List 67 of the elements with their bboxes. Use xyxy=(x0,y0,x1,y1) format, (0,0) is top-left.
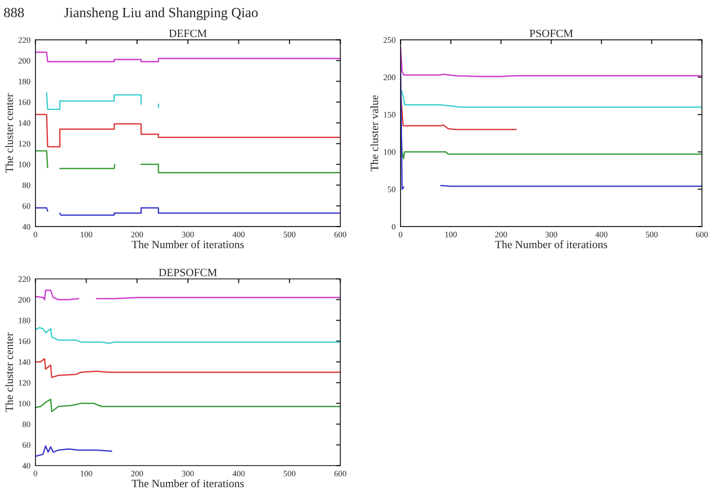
chart-title: DEFCM xyxy=(169,30,207,38)
y-tick-label: 220 xyxy=(18,276,30,282)
y-tick-label: 180 xyxy=(18,78,30,84)
y-tick-label: 180 xyxy=(18,318,30,324)
x-tick-label: 300 xyxy=(545,232,558,238)
x-tick-label: 0 xyxy=(398,232,402,238)
y-tick-label: 160 xyxy=(18,99,30,106)
line-series xyxy=(400,88,702,108)
chart-title: DEPSOFCM xyxy=(158,268,217,276)
text: 888 xyxy=(4,8,24,18)
line-series xyxy=(35,398,340,412)
y-tick-label: 100 xyxy=(18,162,30,168)
x-tick-label: 0 xyxy=(34,232,38,238)
chart-title: PSOFCM xyxy=(530,30,573,38)
y-axis-title: The cluster value xyxy=(370,95,378,172)
x-axis-title: The Number of iterations xyxy=(132,240,244,248)
y-tick-label: 40 xyxy=(22,224,30,230)
y-axis-title: The cluster center xyxy=(5,332,14,412)
y-tick-label: 40 xyxy=(22,462,30,469)
y-tick-label: 60 xyxy=(22,203,30,209)
x-tick-label: 200 xyxy=(131,470,144,476)
x-tick-label: 500 xyxy=(284,232,296,238)
x-tick-label: 600 xyxy=(334,470,346,476)
y-tick-label: 0 xyxy=(392,224,396,230)
x-tick-label: 600 xyxy=(696,232,708,238)
x-tick-label: 300 xyxy=(182,470,194,476)
x-axis-title: The Number of iterations xyxy=(495,240,608,248)
y-tick-label: 100 xyxy=(18,400,30,406)
y-tick-label: 50 xyxy=(388,186,396,192)
x-tick-label: 200 xyxy=(131,232,144,238)
line-series xyxy=(46,92,142,110)
x-tick-label: 100 xyxy=(445,232,457,238)
y-tick-label: 220 xyxy=(18,37,30,43)
y-tick-label: 200 xyxy=(384,74,396,80)
text: Jiansheng Liu and Shangping Qiao xyxy=(64,7,258,20)
y-axis-title: The cluster center xyxy=(5,94,14,173)
y-tick-label: 150 xyxy=(384,112,396,118)
x-tick-label: 400 xyxy=(232,470,245,476)
x-tick-label: 300 xyxy=(182,232,194,238)
x-tick-label: 500 xyxy=(284,470,296,476)
line-series xyxy=(35,114,340,148)
x-tick-label: 200 xyxy=(495,232,507,238)
x-tick-label: 0 xyxy=(34,470,38,476)
x-tick-label: 500 xyxy=(646,232,658,238)
y-tick-label: 120 xyxy=(18,140,30,147)
y-tick-label: 140 xyxy=(18,359,30,365)
y-tick-label: 80 xyxy=(22,421,30,428)
x-tick-label: 400 xyxy=(595,232,608,238)
line-series xyxy=(35,358,340,378)
x-tick-label: 100 xyxy=(80,232,92,238)
y-tick-label: 200 xyxy=(18,296,30,303)
y-tick-label: 80 xyxy=(22,182,30,188)
y-tick-label: 140 xyxy=(18,120,30,126)
y-tick-label: 120 xyxy=(18,380,30,386)
x-tick-label: 600 xyxy=(334,232,346,238)
x-axis-title: The Number of iterations xyxy=(132,479,244,488)
x-tick-label: 100 xyxy=(80,470,92,476)
line-series xyxy=(35,52,340,62)
y-tick-label: 160 xyxy=(18,338,30,344)
line-series xyxy=(400,46,702,78)
y-tick-label: 200 xyxy=(18,58,30,64)
y-tick-label: 250 xyxy=(384,37,396,43)
line-series xyxy=(35,445,112,457)
y-tick-label: 60 xyxy=(22,442,30,448)
y-tick-label: 100 xyxy=(384,149,396,155)
x-tick-label: 400 xyxy=(232,232,245,238)
line-series xyxy=(35,327,340,344)
